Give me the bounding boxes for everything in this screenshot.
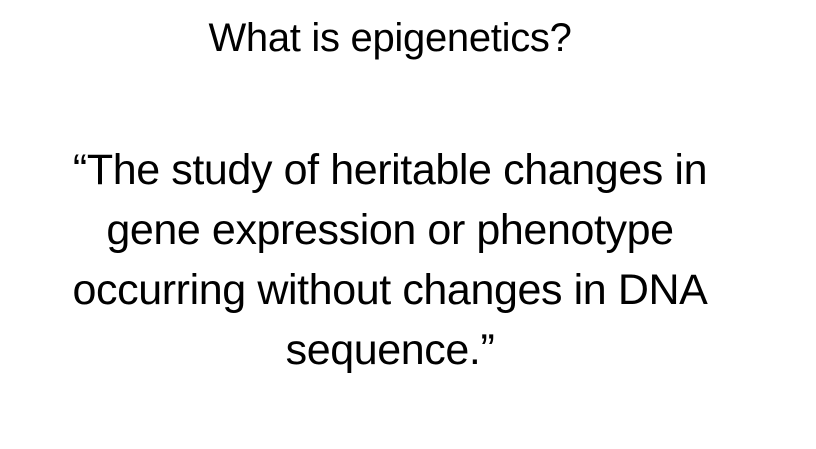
definition-quote: “The study of heritable changes in gene … bbox=[0, 140, 780, 380]
quote-line: “The study of heritable changes in bbox=[72, 146, 708, 194]
quote-line: gene expression or phenotype bbox=[106, 206, 674, 254]
quote-line: occurring without changes in DNA bbox=[72, 266, 708, 314]
quote-line: sequence.” bbox=[285, 326, 495, 374]
slide-title: What is epigenetics? bbox=[208, 16, 572, 60]
